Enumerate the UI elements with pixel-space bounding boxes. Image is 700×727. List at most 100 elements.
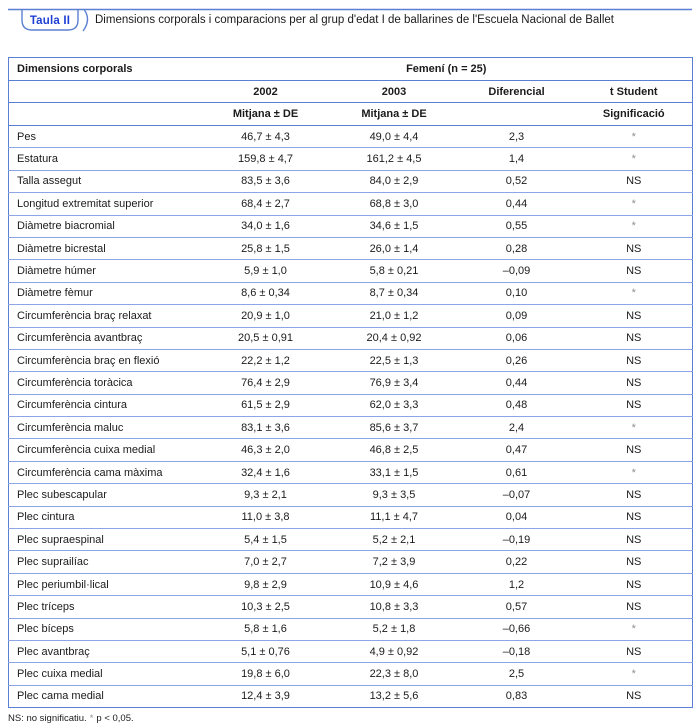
row-label: Plec avantbraç xyxy=(17,645,90,658)
table-row: Circumferència cuixa medial 46,3 ± 2,0 46,… xyxy=(8,439,693,462)
table-row: Plec cama medial 12,4 ± 3,9 13,2 ± 5,6 0,83… xyxy=(9,685,693,707)
significance-value: NS xyxy=(626,600,642,613)
diferencial-value: 0,22 xyxy=(505,556,528,569)
table-row: Plec cintura 11,0 ± 3,8 11,1 ± 4,7 0,04 NS xyxy=(8,506,693,529)
row-label: Plec cintura xyxy=(17,511,75,524)
table-row: Plec periumbil·lical 9,8 ± 2,9 10,9 ± 4,6 1… xyxy=(8,573,693,596)
mean-2003: 49,0 ± 4,4 xyxy=(369,130,419,143)
footnote: NS: no significatiu. * p < 0,05. xyxy=(8,713,134,724)
subheader-mitjana-2003: Mitjana ± DE xyxy=(361,108,427,120)
table-number-badge: Taula II xyxy=(29,15,71,27)
diferencial-value: 0,57 xyxy=(505,600,528,613)
significance-value: * xyxy=(631,153,636,166)
caption-decoration xyxy=(8,8,692,32)
table-row: Circumferència braç en flexió 22,2 ± 1,2 2… xyxy=(8,349,693,372)
row-label: Diàmetre bicrestal xyxy=(17,242,106,255)
subheader-mitjana-2002: Mitjana ± DE xyxy=(232,108,299,120)
table-row: Diàmetre húmer 5,9 ± 1,0 5,8 ± 0,21 –0,09 NS xyxy=(8,260,693,283)
mean-2002: 12,4 ± 3,9 xyxy=(241,690,290,703)
mean-2002: 46,7 ± 4,3 xyxy=(241,130,290,143)
mean-2003: 7,2 ± 3,9 xyxy=(372,556,416,569)
mean-2003: 10,9 ± 4,6 xyxy=(369,578,419,591)
mean-2003: 5,8 ± 0,21 xyxy=(369,265,419,278)
header-row-subheaders: Mitjana ± DE Mitjana ± DE Significació xyxy=(8,103,693,126)
row-label: Circumferència toràcica xyxy=(17,376,133,389)
mean-2003: 84,0 ± 2,9 xyxy=(369,175,419,188)
header-row-group: Dimensions corporals Femení (n = 25) xyxy=(8,58,693,81)
row-label: Plec periumbil·lical xyxy=(17,578,109,591)
mean-2003: 68,8 ± 3,0 xyxy=(369,197,419,210)
diferencial-value: –0,07 xyxy=(502,488,531,501)
diferencial-value: 0,09 xyxy=(505,309,528,322)
significance-value: NS xyxy=(626,265,642,278)
significance-value: * xyxy=(631,220,636,233)
subheader-significacio: Significació xyxy=(602,108,665,120)
table-row: Circumferència toràcica 76,4 ± 2,9 76,9 ± … xyxy=(8,372,693,395)
mean-2003: 22,3 ± 8,0 xyxy=(369,668,419,681)
row-label: Plec cama medial xyxy=(17,690,104,703)
mean-2002: 5,9 ± 1,0 xyxy=(244,265,287,278)
diferencial-value: –0,66 xyxy=(502,623,531,636)
table-row: Pes 46,7 ± 4,3 49,0 ± 4,4 2,3 * xyxy=(8,126,693,148)
mean-2003: 4,9 ± 0,92 xyxy=(369,645,419,658)
table-title: Dimensions corporals i comparacions per … xyxy=(95,14,614,26)
table-row: Diàmetre biacromial 34,0 ± 1,6 34,6 ± 1,5 0… xyxy=(8,215,693,238)
table-row: Longitud extremitat superior 68,4 ± 2,7 68… xyxy=(8,193,693,216)
table-row: Plec tríceps 10,3 ± 2,5 10,8 ± 3,3 0,57 NS xyxy=(8,596,693,619)
row-label: Longitud extremitat superior xyxy=(17,197,154,210)
mean-2002: 61,5 ± 2,9 xyxy=(241,399,290,412)
table-row: Plec supraespinal 5,4 ± 1,5 5,2 ± 2,1 –0,19… xyxy=(8,529,693,551)
diferencial-value: 0,44 xyxy=(505,197,528,210)
table-row: Diàmetre fèmur 8,6 ± 0,34 8,7 ± 0,34 0,10 * xyxy=(8,282,693,305)
mean-2003: 76,9 ± 3,4 xyxy=(369,376,419,389)
row-label: Circumferència cuixa medial xyxy=(17,444,156,457)
mean-2002: 32,4 ± 1,6 xyxy=(241,466,290,479)
column-header-dimensions: Dimensions corporals xyxy=(17,63,133,75)
significance-value: * xyxy=(631,421,636,434)
mean-2002: 11,0 ± 3,8 xyxy=(241,511,290,524)
table-row: Plec subescapular 9,3 ± 2,1 9,3 ± 3,5 –0,07… xyxy=(8,484,693,507)
diferencial-value: 2,3 xyxy=(508,130,525,143)
mean-2002: 68,4 ± 2,7 xyxy=(241,197,290,210)
significance-value: * xyxy=(631,287,636,300)
mean-2002: 20,9 ± 1,0 xyxy=(241,309,290,322)
mean-2003: 22,5 ± 1,3 xyxy=(369,354,419,367)
table-row: Plec suprailíac 7,0 ± 2,7 7,2 ± 3,9 0,22 NS xyxy=(8,551,693,574)
mean-2002: 83,5 ± 3,6 xyxy=(241,175,290,188)
diferencial-value: 0,28 xyxy=(505,242,528,255)
diferencial-value: –0,19 xyxy=(502,533,531,546)
table-row: Talla assegut 83,5 ± 3,6 84,0 ± 2,9 0,52 NS xyxy=(8,170,693,193)
table-row: Plec avantbraç 5,1 ± 0,76 4,9 ± 0,92 –0,18 N… xyxy=(8,640,693,663)
significance-value: NS xyxy=(626,690,642,703)
mean-2003: 13,2 ± 5,6 xyxy=(369,690,419,703)
footnote-pvalue: p < 0,05. xyxy=(96,713,134,724)
mean-2003: 11,1 ± 4,7 xyxy=(369,511,419,524)
diferencial-value: 2,5 xyxy=(508,668,525,681)
diferencial-value: 0,04 xyxy=(505,511,528,524)
row-label: Circumferència braç relaxat xyxy=(17,309,152,322)
diferencial-value: 0,48 xyxy=(505,399,528,412)
footnote-asterisk: * xyxy=(89,713,94,724)
row-label: Plec bíceps xyxy=(17,623,74,636)
significance-value: * xyxy=(631,197,636,210)
mean-2003: 34,6 ± 1,5 xyxy=(369,220,419,233)
header-spacer xyxy=(9,81,201,103)
mean-2003: 62,0 ± 3,3 xyxy=(369,399,419,412)
mean-2002: 5,8 ± 1,6 xyxy=(244,623,287,636)
mean-2002: 20,5 ± 0,91 xyxy=(238,332,293,345)
mean-2002: 25,8 ± 1,5 xyxy=(241,242,290,255)
diferencial-value: –0,09 xyxy=(502,265,531,278)
diferencial-value: 0,06 xyxy=(505,332,528,345)
significance-value: * xyxy=(631,466,636,479)
row-label: Plec cuixa medial xyxy=(17,668,103,681)
row-label: Pes xyxy=(17,130,36,143)
row-label: Circumferència avantbraç xyxy=(17,332,143,345)
table-body: Pes 46,7 ± 4,3 49,0 ± 4,4 2,3 * Estatura 159,8… xyxy=(8,126,693,708)
significance-value: NS xyxy=(626,242,642,255)
column-header-2003: 2003 xyxy=(381,85,407,98)
mean-2003: 20,4 ± 0,92 xyxy=(366,332,422,345)
diferencial-value: 0,52 xyxy=(505,175,528,188)
column-header-tstudent: t Student xyxy=(609,85,658,98)
diferencial-value: 0,61 xyxy=(505,466,528,479)
significance-value: NS xyxy=(626,533,642,546)
